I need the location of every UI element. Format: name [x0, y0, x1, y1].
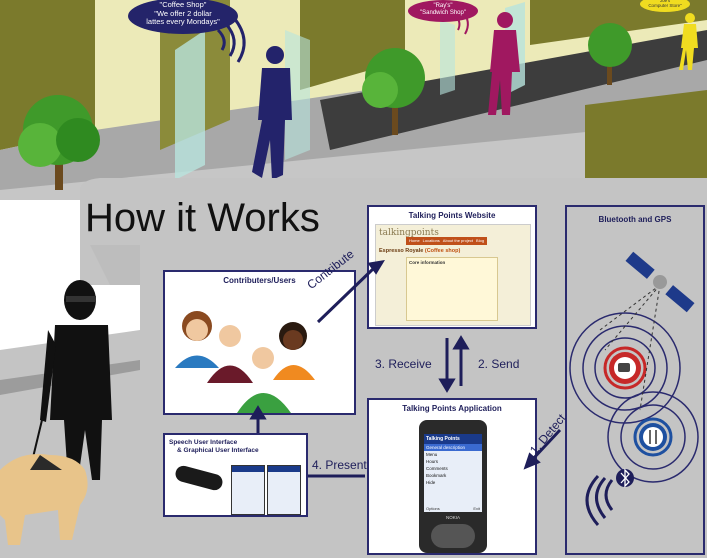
app-menu-item[interactable]: Hours: [426, 459, 439, 464]
nav-home[interactable]: Home: [409, 238, 420, 243]
phone-device: Talking Points General description Menu …: [419, 420, 487, 553]
place-type: (Coffee shop): [424, 248, 461, 254]
app-menu-item[interactable]: Hide: [426, 480, 436, 485]
softkey-options[interactable]: Options: [426, 506, 440, 511]
present-label: 4. Present: [312, 458, 367, 472]
place-title: Espresso Royale: [379, 248, 424, 254]
app-menu-item[interactable]: Menu: [426, 452, 438, 457]
application-box: Talking Points Application Talking Point…: [367, 398, 537, 555]
users-illustration: [175, 311, 315, 413]
receive-label: 3. Receive: [375, 357, 432, 371]
app-menu-item[interactable]: Bookmark: [426, 473, 447, 478]
user-avatar-icon: [273, 322, 315, 380]
contributors-title: Contributers/Users: [223, 276, 296, 285]
softkey-exit[interactable]: Exit: [473, 506, 480, 511]
app-header: Talking Points: [424, 434, 482, 444]
phone-brand: NOKIA: [445, 515, 460, 520]
phone-screen: Talking Points General description Menu …: [424, 434, 482, 512]
application-title: Talking Points Application: [402, 404, 502, 413]
app-menu-item-selected[interactable]: General description: [424, 444, 482, 451]
blind-person-figure: [40, 280, 112, 480]
nav-blog[interactable]: Blog: [476, 238, 485, 243]
pedestrian-figure: [488, 12, 520, 115]
phone-keypad: [431, 524, 475, 548]
website-title: Talking Points Website: [408, 211, 496, 220]
user-avatar-icon: [175, 311, 219, 368]
computer-store-bubble: "Joe's" Computer Store": [640, 0, 690, 12]
signal-rings: [569, 312, 699, 483]
broadcast-waves: [216, 17, 246, 63]
guide-dog-figure: [0, 454, 88, 545]
section-heading: Core information: [409, 260, 446, 265]
speech-ui-box: Speech User Interface & Graphical User I…: [163, 433, 308, 517]
nav-about[interactable]: About the project: [442, 238, 474, 243]
gps-beams: [599, 284, 661, 411]
user-avatar-icon: [207, 325, 253, 383]
tree-icon: [362, 48, 425, 135]
bluetooth-gps-box: Bluetooth and GPS: [565, 205, 705, 555]
page-title: How it Works: [85, 196, 320, 240]
screen-thumbnail: [231, 465, 265, 515]
website-screenshot: talkingpoints Home Locations About the p…: [375, 224, 531, 326]
contributors-box: Contributers/Users: [163, 270, 356, 415]
website-box: Talking Points Website talkingpoints Hom…: [367, 205, 537, 329]
tree-icon: [588, 23, 632, 85]
building-right: [585, 90, 707, 200]
pedestrian-figure: [679, 13, 698, 70]
pedestrian-figure: [252, 46, 292, 180]
site-logo: talkingpoints: [379, 228, 439, 238]
nav-locations[interactable]: Locations: [422, 238, 440, 243]
screen-thumbnail: [267, 465, 301, 515]
door-glass: [175, 30, 205, 180]
send-label: 2. Send: [478, 357, 520, 371]
site-nav: Home Locations About the project Blog: [406, 237, 488, 245]
sandwich-shop-bubble: "Ray's" "Sandwich Shop": [408, 0, 478, 22]
coffee-shop-bubble: "Coffee Shop" "We offer 2 dollar lattes …: [128, 0, 238, 34]
headset-icon: [173, 464, 225, 492]
app-menu-item[interactable]: Comments: [426, 466, 448, 471]
speech-ui-title: Speech User Interface & Graphical User I…: [169, 439, 259, 454]
tree-icon: [18, 95, 100, 190]
bluetooth-gps-title: Bluetooth and GPS: [598, 215, 672, 224]
